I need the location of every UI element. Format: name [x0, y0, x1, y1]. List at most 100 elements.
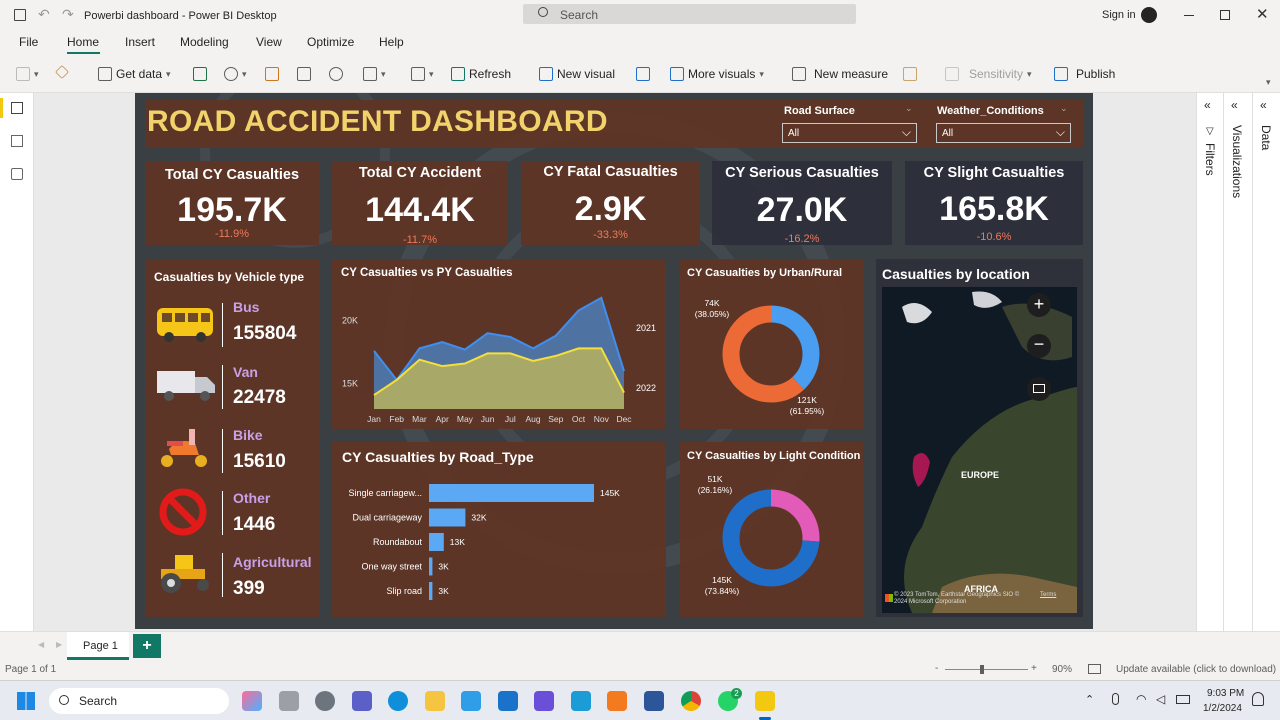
excel-button[interactable]: [193, 67, 207, 81]
add-page-button[interactable]: +: [133, 634, 161, 658]
urban-rural-chart[interactable]: CY Casualties by Urban/Rural 74K (38.05%)…: [680, 259, 863, 429]
maximize-icon[interactable]: [1220, 10, 1230, 20]
signin-link[interactable]: Sign in: [1102, 9, 1136, 21]
new-measure-button[interactable]: New measure: [792, 67, 888, 81]
minimize-icon[interactable]: [1184, 15, 1194, 16]
tab-file[interactable]: File: [19, 35, 39, 49]
xampp-icon[interactable]: [607, 691, 627, 711]
tab-insert[interactable]: Insert: [125, 35, 156, 49]
windows-start-icon[interactable]: [17, 692, 35, 710]
clock-date[interactable]: 1/2/2024: [1203, 703, 1242, 714]
kpi-card-slight-casualties[interactable]: CY Slight Casualties 165.8K -10.6%: [905, 161, 1083, 245]
tab-optimize[interactable]: Optimize: [307, 35, 355, 49]
close-icon[interactable]: ✕: [1256, 6, 1269, 23]
light-condition-chart[interactable]: CY Casualties by Light Condition 51K (26.…: [680, 442, 863, 617]
get-data-button[interactable]: Get data ▾: [98, 67, 171, 81]
clock-time[interactable]: 9:03 PM: [1207, 688, 1245, 699]
kpi-card-total-casualties[interactable]: Total CY Casualties 195.7K -11.9%: [145, 161, 319, 245]
zoom-slider-thumb[interactable]: [980, 665, 984, 674]
publish-button[interactable]: Publish: [1054, 67, 1115, 81]
paste-button[interactable]: ▾: [16, 67, 39, 81]
mail-icon[interactable]: [498, 691, 518, 711]
volume-icon[interactable]: ◁: [1156, 692, 1166, 706]
browser-app-icon[interactable]: [315, 691, 335, 711]
zoom-slider[interactable]: [945, 665, 1028, 674]
undo-icon[interactable]: ↶: [38, 6, 50, 22]
model-view-icon[interactable]: [11, 168, 23, 180]
transform-data-button[interactable]: ▾: [411, 67, 434, 81]
media-icon[interactable]: [534, 691, 554, 711]
edge-icon[interactable]: [388, 691, 408, 711]
kpi-card-total-accident[interactable]: Total CY Accident 144.4K -11.7%: [332, 161, 508, 246]
microphone-icon[interactable]: [1112, 693, 1119, 705]
filters-collapse-icon[interactable]: «: [1204, 98, 1211, 112]
remote-desktop-icon[interactable]: [571, 691, 591, 711]
slicer-road-surface-menu-icon[interactable]: ⌄: [905, 103, 913, 113]
save-icon[interactable]: [14, 9, 26, 21]
update-available-link[interactable]: Update available (click to download): [1116, 664, 1277, 675]
store-icon[interactable]: [461, 691, 481, 711]
tab-home[interactable]: Home: [67, 35, 100, 49]
kpi-card-serious-casualties[interactable]: CY Serious Casualties 27.0K -16.2%: [712, 161, 892, 245]
tray-chevron-icon[interactable]: ⌃: [1085, 694, 1095, 706]
next-page-icon[interactable]: ▶: [56, 640, 63, 649]
slicer-weather[interactable]: All ⌵: [936, 123, 1071, 143]
quick-measure-button[interactable]: [903, 67, 917, 81]
search-box[interactable]: Search: [523, 4, 856, 24]
file-explorer-icon[interactable]: [425, 691, 445, 711]
task-view-icon[interactable]: [279, 691, 299, 711]
visualizations-pane-label[interactable]: Visualizations: [1230, 125, 1244, 199]
filters-pane-label[interactable]: Filters: [1203, 143, 1217, 176]
fit-page-icon[interactable]: [1088, 664, 1101, 674]
data-pane-label[interactable]: Data: [1259, 125, 1273, 151]
tab-modeling[interactable]: Modeling: [180, 35, 229, 49]
get-data-label: Get data: [116, 67, 163, 81]
divider: [222, 553, 223, 597]
tab-help[interactable]: Help: [379, 35, 404, 49]
teams-icon[interactable]: [352, 691, 372, 711]
report-view-icon[interactable]: [11, 102, 23, 114]
sensitivity-button[interactable]: Sensitivity ▾: [945, 67, 1032, 81]
enter-data-button[interactable]: [297, 67, 311, 81]
redo-icon[interactable]: ↷: [62, 6, 74, 22]
slicer-road-surface[interactable]: All ⌵: [782, 123, 917, 143]
notifications-icon[interactable]: [1252, 692, 1264, 706]
powerbi-icon[interactable]: [755, 691, 775, 711]
dataverse-button[interactable]: [329, 67, 343, 81]
battery-icon[interactable]: [1176, 695, 1190, 704]
zoom-out-button[interactable]: −: [1027, 334, 1051, 358]
zoom-out-icon[interactable]: -: [935, 663, 939, 674]
data-collapse-icon[interactable]: «: [1260, 98, 1267, 112]
format-painter-button[interactable]: [54, 64, 70, 80]
account-icon[interactable]: [1141, 7, 1157, 23]
kpi-card-fatal-casualties[interactable]: CY Fatal Casualties 2.9K -33.3%: [521, 161, 700, 245]
slicer-weather-menu-icon[interactable]: ⌄: [1060, 103, 1068, 113]
more-visuals-button[interactable]: More visuals ▾: [670, 67, 764, 81]
divider: [222, 491, 223, 535]
map-view[interactable]: [882, 287, 1077, 613]
map-style-button[interactable]: [1027, 377, 1051, 401]
taskbar-search[interactable]: Search: [49, 688, 229, 714]
copilot-icon[interactable]: [242, 691, 262, 711]
refresh-button[interactable]: Refresh: [451, 67, 511, 81]
zoom-in-icon[interactable]: +: [1031, 663, 1037, 674]
bar: [429, 508, 466, 527]
road-type-chart[interactable]: CY Casualties by Road_Type Single carria…: [332, 442, 666, 617]
visualizations-collapse-icon[interactable]: «: [1231, 98, 1238, 112]
collapse-ribbon-icon[interactable]: ▾: [1266, 77, 1271, 87]
table-view-icon[interactable]: [11, 135, 23, 147]
casualties-trend-chart[interactable]: CY Casualties vs PY Casualties 2021 2022 2…: [332, 259, 666, 429]
recent-sources-button[interactable]: ▾: [363, 67, 386, 81]
wifi-icon[interactable]: ◠: [1136, 692, 1147, 706]
word-icon[interactable]: [644, 691, 664, 711]
map-terms-link[interactable]: Terms: [1040, 592, 1057, 598]
tab-view[interactable]: View: [256, 35, 282, 49]
chrome-icon[interactable]: [681, 691, 701, 711]
zoom-in-button[interactable]: +: [1027, 293, 1051, 317]
prev-page-icon[interactable]: ◀: [38, 640, 45, 649]
text-box-button[interactable]: [636, 67, 650, 81]
datahub-button[interactable]: ▾: [224, 67, 247, 81]
new-visual-button[interactable]: New visual: [539, 67, 615, 81]
page-tab-page-1[interactable]: Page 1: [67, 632, 129, 660]
sql-button[interactable]: [265, 67, 279, 81]
